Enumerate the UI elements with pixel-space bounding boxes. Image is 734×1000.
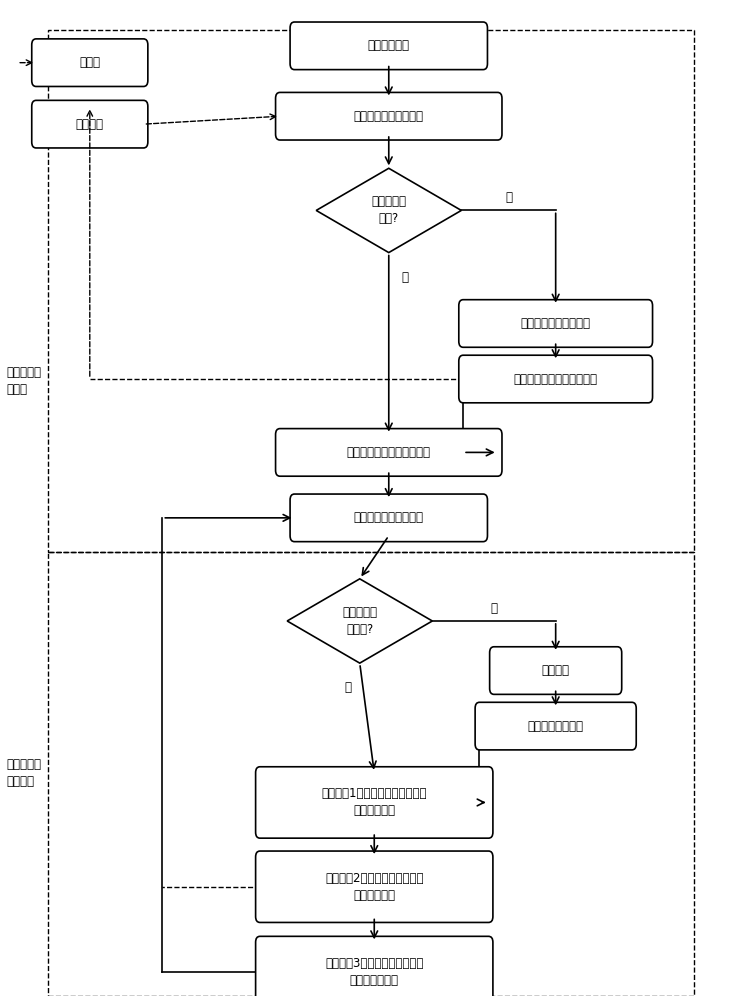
Text: 否: 否 [344, 681, 351, 694]
FancyBboxPatch shape [255, 851, 493, 922]
Text: 批量更新配置信息到外部存: 批量更新配置信息到外部存 [514, 373, 597, 386]
FancyBboxPatch shape [459, 355, 653, 403]
Text: 云平台连接
正常?: 云平台连接 正常? [371, 195, 407, 225]
FancyBboxPatch shape [490, 647, 622, 694]
Text: 定时操作3：断网恢复后与云平
台同步配置信息: 定时操作3：断网恢复后与云平 台同步配置信息 [325, 957, 424, 987]
FancyBboxPatch shape [255, 936, 493, 1000]
Text: 命令解析: 命令解析 [542, 664, 570, 677]
Text: 是: 是 [490, 602, 498, 615]
Text: 加载配置信息到主存储: 加载配置信息到主存储 [354, 110, 424, 123]
Text: 收到配置更
新命令?: 收到配置更 新命令? [342, 606, 377, 636]
Text: 外部存储: 外部存储 [76, 118, 103, 131]
FancyBboxPatch shape [275, 429, 502, 476]
Text: 更新配置命令队列: 更新配置命令队列 [528, 720, 584, 733]
Text: 是: 是 [505, 191, 512, 204]
FancyBboxPatch shape [290, 22, 487, 70]
FancyBboxPatch shape [459, 300, 653, 347]
Text: 终端设备启动: 终端设备启动 [368, 39, 410, 52]
Bar [48, 30, 694, 552]
FancyBboxPatch shape [32, 39, 148, 86]
FancyBboxPatch shape [290, 494, 487, 542]
Text: 启动和初始
化阶段: 启动和初始 化阶段 [7, 366, 41, 396]
FancyBboxPatch shape [275, 92, 502, 140]
Text: 否: 否 [401, 271, 409, 284]
FancyBboxPatch shape [255, 767, 493, 838]
Polygon shape [316, 168, 462, 253]
Text: 根据配置信息生成运行环境: 根据配置信息生成运行环境 [346, 446, 431, 459]
Text: 终端设备进入运行状态: 终端设备进入运行状态 [354, 511, 424, 524]
Text: 定时操作1：扫描配置命令队列，
修改运行环境: 定时操作1：扫描配置命令队列， 修改运行环境 [321, 787, 427, 817]
Text: 运行和配置
更新阶段: 运行和配置 更新阶段 [7, 758, 41, 788]
Polygon shape [287, 579, 432, 663]
Bar [48, 552, 694, 996]
FancyBboxPatch shape [475, 702, 636, 750]
Text: 定时操作2：主存储配置信息同
步到外部存储: 定时操作2：主存储配置信息同 步到外部存储 [325, 872, 424, 902]
Text: 与云平台同步配置信息: 与云平台同步配置信息 [520, 317, 591, 330]
Text: 云平台: 云平台 [79, 56, 101, 69]
FancyBboxPatch shape [32, 100, 148, 148]
